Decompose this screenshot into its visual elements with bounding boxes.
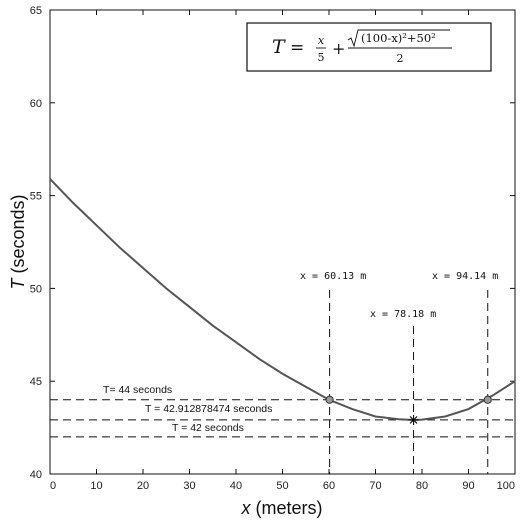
x-tick-label: 80	[416, 480, 428, 492]
vline-label: x = 94.14 m	[432, 271, 498, 282]
x-tick-label: 40	[230, 480, 242, 492]
y-tick-label: 40	[30, 469, 42, 481]
markers	[325, 395, 492, 425]
y-tick-label: 65	[30, 5, 42, 17]
y-tick-label: 60	[30, 98, 42, 110]
formula-lhs: T	[272, 36, 286, 58]
x-tick-label: 100	[497, 480, 515, 492]
y-tick-label: 50	[30, 283, 42, 295]
x-tick-label: 60	[323, 480, 335, 492]
y-tick-label: 55	[30, 191, 42, 203]
guide-lines	[50, 290, 515, 474]
x-tick-label: 50	[276, 480, 288, 492]
formula-frac1-den: 5	[318, 51, 325, 64]
hline-label: T = 42.912878474 seconds	[145, 403, 272, 415]
x-tick-label: 90	[462, 480, 474, 492]
x-tick-label: 30	[183, 480, 195, 492]
series-line	[49, 178, 516, 421]
formula-box: T = x 5 + (100-x)²+50² 2	[246, 22, 492, 72]
x-tick-label: 70	[369, 480, 381, 492]
intersection-marker	[325, 395, 334, 404]
x-axis-title: x (meters)	[240, 498, 322, 518]
formula-equals: =	[290, 38, 304, 58]
hline-label: T = 42 seconds	[172, 422, 244, 434]
x-tick-label: 0	[50, 480, 56, 492]
y-tick-label: 45	[30, 376, 42, 388]
minimum-marker	[408, 414, 419, 425]
plot-area	[49, 9, 516, 475]
y-axis-title: T (seconds)	[8, 194, 28, 289]
formula-frac1-num: x	[318, 34, 325, 47]
hline-label: T= 44 seconds	[103, 384, 172, 396]
vline-label: x = 78.18 m	[370, 309, 436, 320]
formula-sqrt-body: (100-x)²+50²	[361, 31, 436, 45]
formula-plus: +	[332, 39, 345, 58]
sqrt-sign	[347, 29, 450, 48]
formula-frac2-den: 2	[397, 52, 404, 65]
vline-label: x = 60.13 m	[300, 271, 366, 282]
x-tick-label: 10	[90, 480, 102, 492]
x-tick-label: 20	[137, 480, 149, 492]
axis-ticks: 0 10 20 30 40 50 60 70 80 90 100 40 45 50 55 60 65	[30, 5, 516, 492]
intersection-marker	[483, 395, 492, 404]
